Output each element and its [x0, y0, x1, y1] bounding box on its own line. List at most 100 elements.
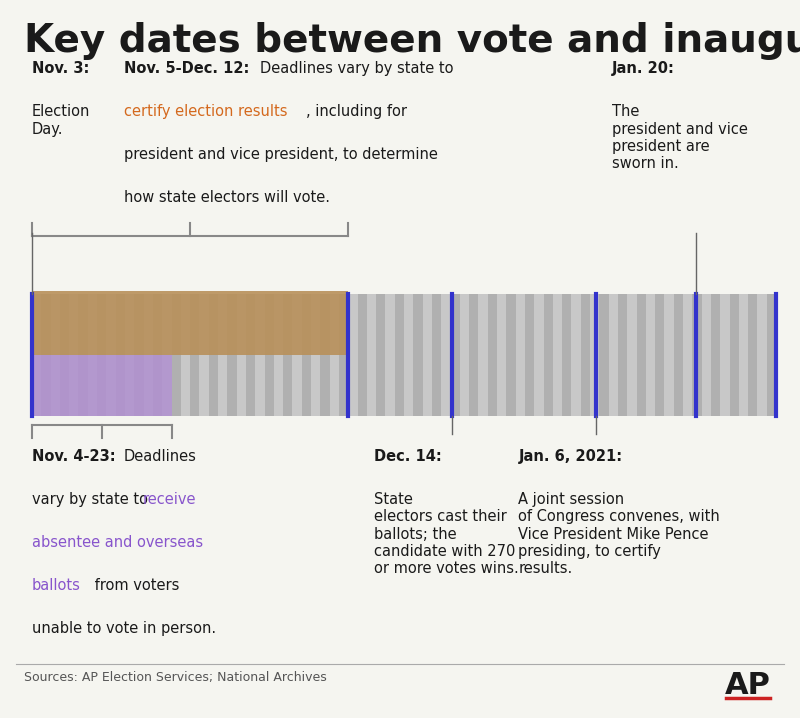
Text: Dec. 14:: Dec. 14:: [374, 449, 442, 464]
Bar: [134, 294, 144, 416]
Bar: [50, 294, 60, 416]
Bar: [386, 294, 394, 416]
Bar: [720, 294, 730, 416]
Bar: [218, 294, 227, 416]
Text: A joint session
of Congress convenes, with
Vice President Mike Pence
presiding, : A joint session of Congress convenes, wi…: [518, 492, 720, 577]
Bar: [376, 294, 386, 416]
Bar: [702, 294, 711, 416]
Text: Key dates between vote and inauguration: Key dates between vote and inauguration: [24, 22, 800, 60]
Bar: [711, 294, 720, 416]
Bar: [348, 294, 358, 416]
Bar: [227, 294, 237, 416]
Bar: [311, 294, 320, 416]
Text: absentee and overseas: absentee and overseas: [32, 535, 203, 550]
Bar: [283, 294, 293, 416]
Bar: [506, 294, 516, 416]
Bar: [255, 294, 265, 416]
Bar: [237, 294, 246, 416]
Bar: [320, 294, 330, 416]
Bar: [78, 294, 88, 416]
Bar: [246, 294, 255, 416]
Bar: [618, 294, 627, 416]
Bar: [293, 294, 302, 416]
Bar: [366, 294, 376, 416]
Text: unable to vote in person.: unable to vote in person.: [32, 621, 216, 636]
Text: Jan. 6, 2021:: Jan. 6, 2021:: [518, 449, 622, 464]
Bar: [692, 294, 702, 416]
Bar: [525, 294, 534, 416]
Bar: [88, 294, 97, 416]
Bar: [330, 294, 339, 416]
Bar: [553, 294, 562, 416]
Text: Deadlines: Deadlines: [124, 449, 197, 464]
Bar: [265, 294, 274, 416]
Bar: [199, 294, 209, 416]
Bar: [469, 294, 478, 416]
Bar: [339, 294, 348, 416]
Bar: [144, 294, 153, 416]
Text: ballots: ballots: [32, 578, 81, 593]
Bar: [488, 294, 497, 416]
Bar: [274, 294, 283, 416]
Text: president and vice president, to determine: president and vice president, to determi…: [124, 147, 438, 162]
Bar: [562, 294, 571, 416]
Bar: [42, 294, 50, 416]
Bar: [646, 294, 655, 416]
Bar: [599, 294, 609, 416]
Bar: [766, 294, 776, 416]
Bar: [637, 294, 646, 416]
Bar: [442, 294, 450, 416]
Text: receive: receive: [142, 492, 196, 507]
Bar: [404, 294, 414, 416]
Text: Nov. 3:: Nov. 3:: [32, 61, 90, 76]
Bar: [460, 294, 469, 416]
Bar: [478, 294, 488, 416]
Bar: [534, 294, 543, 416]
Text: Election
Day.: Election Day.: [32, 104, 90, 136]
Text: certify election results: certify election results: [124, 104, 287, 119]
Bar: [516, 294, 525, 416]
Bar: [125, 294, 134, 416]
Bar: [190, 294, 199, 416]
Bar: [627, 294, 637, 416]
Text: The
president and vice
president are
sworn in.: The president and vice president are swo…: [612, 104, 748, 172]
Bar: [60, 294, 69, 416]
Bar: [358, 294, 366, 416]
Bar: [758, 294, 766, 416]
Text: Jan. 20:: Jan. 20:: [612, 61, 675, 76]
Bar: [590, 294, 599, 416]
Bar: [153, 294, 162, 416]
Bar: [543, 294, 553, 416]
Bar: [97, 294, 106, 416]
Bar: [497, 294, 506, 416]
Bar: [69, 294, 78, 416]
Bar: [32, 291, 348, 355]
Text: State
electors cast their
ballots; the
candidate with 270
or more votes wins.: State electors cast their ballots; the c…: [374, 492, 519, 577]
Bar: [683, 294, 692, 416]
Bar: [181, 294, 190, 416]
Bar: [581, 294, 590, 416]
Text: Nov. 4-23:: Nov. 4-23:: [32, 449, 116, 464]
Bar: [32, 294, 42, 416]
Bar: [171, 294, 181, 416]
Text: , including for: , including for: [306, 104, 406, 119]
Bar: [674, 294, 683, 416]
Bar: [116, 294, 125, 416]
Bar: [302, 294, 311, 416]
Text: vary by state to: vary by state to: [32, 492, 153, 507]
Bar: [730, 294, 739, 416]
Bar: [450, 294, 460, 416]
Bar: [32, 355, 172, 416]
Bar: [432, 294, 442, 416]
Bar: [664, 294, 674, 416]
Bar: [571, 294, 581, 416]
Bar: [162, 294, 171, 416]
Bar: [209, 294, 218, 416]
Bar: [655, 294, 664, 416]
Bar: [609, 294, 618, 416]
Text: Sources: AP Election Services; National Archives: Sources: AP Election Services; National …: [24, 671, 326, 684]
Bar: [422, 294, 432, 416]
Text: Deadlines vary by state to: Deadlines vary by state to: [260, 61, 454, 76]
Bar: [748, 294, 758, 416]
Text: Nov. 5-Dec. 12:: Nov. 5-Dec. 12:: [124, 61, 250, 76]
